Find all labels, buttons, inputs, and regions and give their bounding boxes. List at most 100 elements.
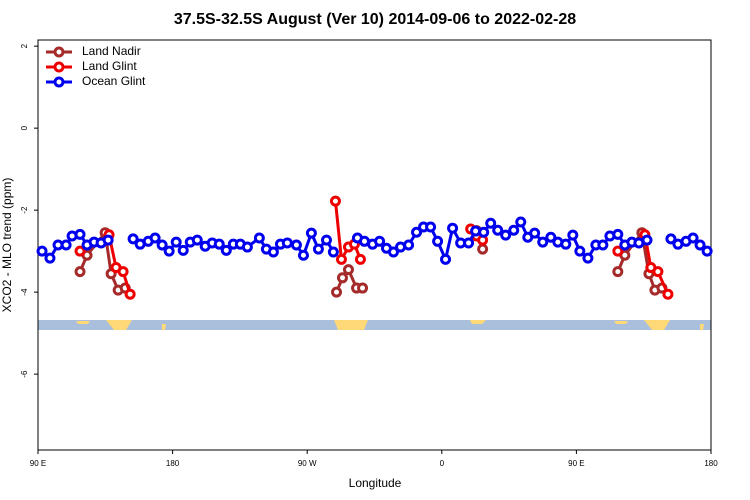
point: [612, 266, 624, 278]
legend-marker: [53, 76, 65, 88]
point: [241, 241, 253, 253]
point: [500, 229, 512, 241]
x-tick-label: 180: [704, 459, 718, 468]
y-tick-label: -2: [20, 206, 29, 214]
point: [177, 244, 189, 256]
point: [44, 252, 56, 264]
point: [281, 237, 293, 249]
land: [614, 321, 628, 324]
plot-frame: [37, 39, 712, 451]
land: [162, 324, 166, 330]
point: [545, 231, 557, 243]
x-tick-label: 90 E: [568, 459, 584, 468]
point: [60, 239, 72, 251]
y-tick-label: 0: [20, 125, 29, 130]
point: [485, 217, 497, 229]
land: [106, 320, 132, 330]
chart-title: 37.5S-32.5S August (Ver 10) 2014-09-06 t…: [174, 11, 576, 28]
point: [335, 253, 347, 265]
point: [320, 234, 332, 246]
point: [567, 229, 579, 241]
point: [117, 266, 129, 278]
land: [76, 321, 90, 324]
point: [529, 227, 541, 239]
point: [411, 226, 423, 238]
map-strip: [38, 320, 711, 330]
point: [612, 245, 624, 257]
point: [331, 286, 343, 298]
point: [662, 288, 674, 300]
point: [213, 238, 225, 250]
point: [191, 234, 203, 246]
ocean-band: [38, 320, 711, 330]
point: [267, 246, 279, 258]
y-tick-label: -6: [20, 370, 29, 378]
x-tick-label: 0: [440, 459, 445, 468]
point: [641, 234, 653, 246]
point: [597, 239, 609, 251]
point: [342, 264, 354, 276]
point: [74, 228, 86, 240]
point: [432, 235, 444, 247]
legend-label: Land Nadir: [82, 44, 141, 58]
point: [102, 234, 114, 246]
point: [463, 237, 475, 249]
y-axis-label: XCO2 - MLO trend (ppm): [0, 178, 14, 313]
point: [537, 236, 549, 248]
x-tick-label: 90 E: [30, 459, 46, 468]
point: [701, 245, 713, 257]
y-tick-label: 2: [20, 43, 29, 48]
point: [290, 239, 302, 251]
point: [665, 233, 677, 245]
point: [354, 253, 366, 265]
point: [163, 245, 175, 257]
point: [156, 239, 168, 251]
point: [612, 228, 624, 240]
legend-label: Ocean Glint: [82, 74, 146, 88]
point: [124, 288, 136, 300]
point: [312, 243, 324, 255]
land: [700, 324, 704, 330]
point: [425, 221, 437, 233]
point: [574, 245, 586, 257]
point: [74, 245, 86, 257]
legend-marker: [53, 46, 65, 58]
point: [74, 266, 86, 278]
land: [644, 320, 670, 330]
point: [253, 232, 265, 244]
point: [403, 239, 415, 251]
point: [36, 245, 48, 257]
point: [508, 224, 520, 236]
point: [440, 253, 452, 265]
point: [329, 195, 341, 207]
point: [336, 272, 348, 284]
land: [334, 320, 368, 330]
point: [515, 216, 527, 228]
point: [127, 233, 139, 245]
x-axis-label: Longitude: [349, 476, 402, 490]
point: [297, 249, 309, 261]
point: [560, 238, 572, 250]
point: [387, 246, 399, 258]
point: [447, 222, 459, 234]
legend-marker: [53, 61, 65, 73]
point: [478, 226, 490, 238]
point: [357, 282, 369, 294]
point: [149, 232, 161, 244]
point: [477, 243, 489, 255]
point: [220, 244, 232, 256]
land: [470, 320, 486, 324]
x-tick-label: 180: [166, 459, 180, 468]
point: [582, 252, 594, 264]
y-tick-label: -4: [20, 288, 29, 296]
point: [170, 236, 182, 248]
point: [652, 266, 664, 278]
x-tick-label: 90 W: [298, 459, 317, 468]
point: [305, 227, 317, 239]
point: [374, 235, 386, 247]
legend-label: Land Glint: [82, 59, 137, 73]
point: [694, 239, 706, 251]
point: [327, 246, 339, 258]
point: [687, 232, 699, 244]
